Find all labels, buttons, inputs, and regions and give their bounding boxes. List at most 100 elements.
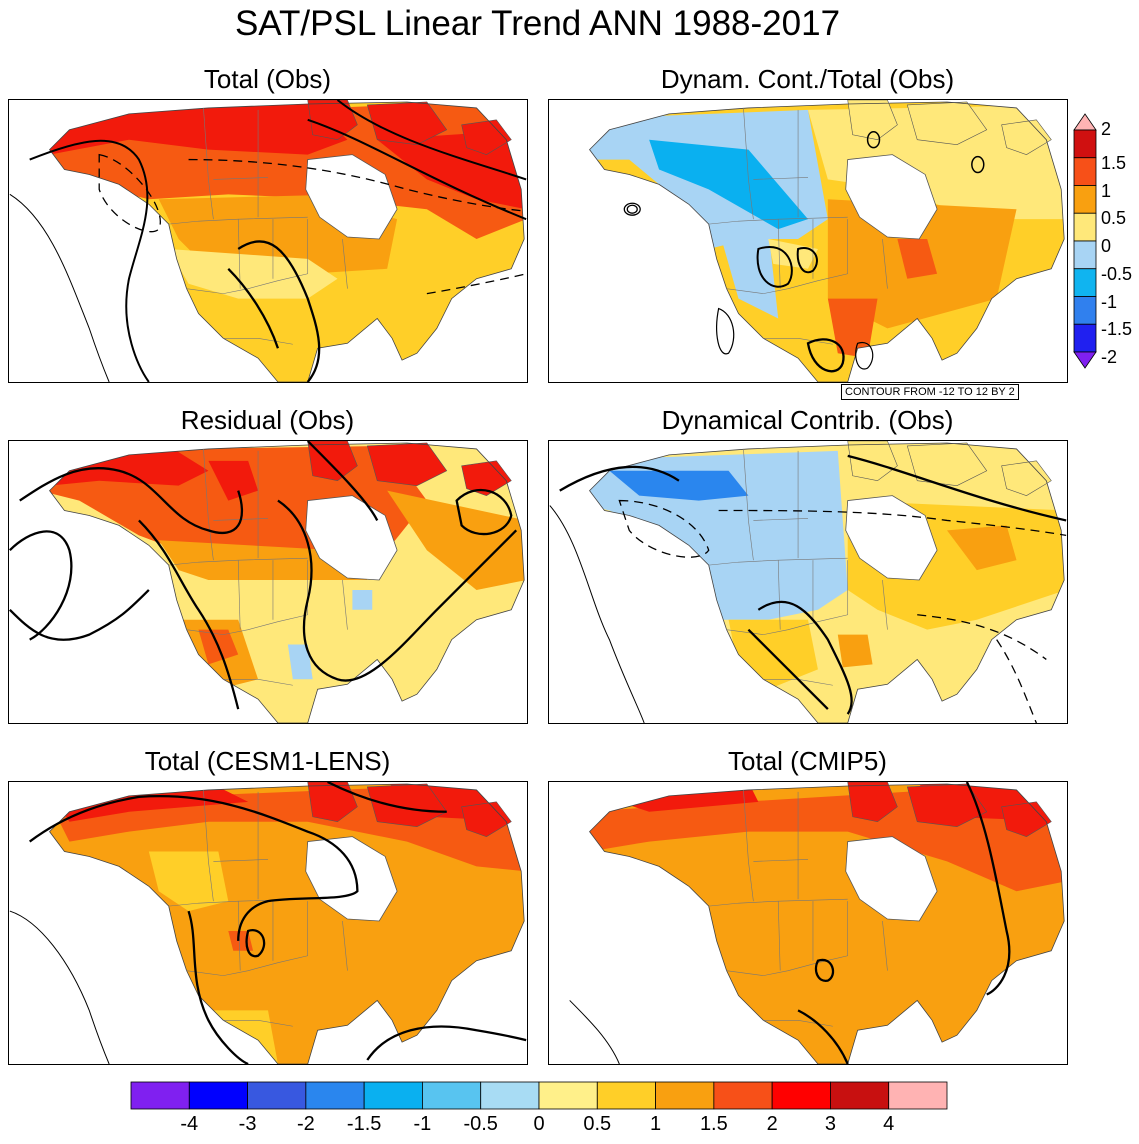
state-border <box>882 920 888 971</box>
colorbar-swatch <box>1073 212 1097 242</box>
psl-contour <box>806 338 845 373</box>
sat-colorbar-swatch <box>538 1081 598 1110</box>
sat-colorbar-label: -0.5 <box>463 1113 498 1135</box>
state-border <box>223 1020 293 1027</box>
arctic-island <box>307 782 358 823</box>
coastline <box>49 101 525 382</box>
sat-colorbar-swatch <box>247 1081 307 1110</box>
psl-contour <box>747 628 829 710</box>
arctic-island <box>307 100 358 141</box>
sat-colorbar-label: 0 <box>533 1113 545 1135</box>
ratio-colorbar-label: -1 <box>1101 291 1118 312</box>
trend-region <box>718 229 779 319</box>
psl-contour <box>917 614 1047 660</box>
psl-contour <box>866 131 881 149</box>
psl-contour <box>188 158 527 212</box>
panel-title-dynamical-contrib: Dynamical Contrib. (Obs) <box>661 405 954 435</box>
ratio-colorbar-label: 1.5 <box>1101 152 1127 173</box>
state-border <box>168 557 308 566</box>
colorbar-swatch <box>1073 185 1097 214</box>
panel-title-residual: Residual (Obs) <box>180 405 355 435</box>
psl-contour <box>307 118 527 221</box>
sat-colorbar-swatch <box>305 1081 365 1110</box>
trend-region <box>168 248 338 299</box>
sat-colorbar-label: 0.5 <box>583 1113 612 1135</box>
hudson-bay <box>845 154 938 240</box>
psl-contour <box>965 782 1011 996</box>
sat-colorbar-label: -2 <box>296 1113 315 1135</box>
panel-title-total-obs: Total (Obs) <box>203 64 332 94</box>
psl-contour <box>626 204 638 214</box>
arctic-island <box>847 100 898 141</box>
state-border <box>753 177 809 180</box>
sat-colorbar-swatch <box>422 1081 482 1110</box>
map-cesm1-lens <box>8 781 528 1065</box>
sat-colorbar-swatch <box>130 1081 190 1110</box>
state-border <box>237 219 241 289</box>
trend-region <box>589 450 848 620</box>
colorbar-arrow-high <box>1073 113 1097 131</box>
ratio-colorbar-label: -2 <box>1101 347 1118 367</box>
trend-region <box>287 644 313 680</box>
state-border <box>743 448 754 561</box>
colorbar-swatch <box>1073 157 1097 186</box>
state-border <box>726 273 848 294</box>
hudson-bay <box>305 836 398 922</box>
coastline <box>49 783 525 1064</box>
sat-colorbar-label: 3 <box>824 1113 836 1135</box>
psl-contour <box>29 795 359 941</box>
panel-title-dynam-ratio: Dynam. Cont./Total (Obs) <box>660 64 955 94</box>
state-border <box>753 859 809 862</box>
psl-contour <box>996 639 1037 723</box>
ratio-colorbar <box>1073 113 1097 369</box>
ratio-colorbar-label: 2 <box>1101 119 1112 139</box>
sat-colorbar-swatch <box>655 1081 715 1110</box>
colorbar-swatch <box>1073 323 1097 353</box>
trend-region <box>352 589 373 610</box>
ratio-colorbar-label: 0.5 <box>1101 208 1127 229</box>
trend-region <box>897 239 938 279</box>
trend-region <box>208 460 259 501</box>
psl-contour <box>455 488 513 536</box>
psl-contour <box>797 1009 849 1064</box>
arctic-island <box>847 441 898 482</box>
state-border <box>203 789 214 902</box>
psl-contour <box>245 929 266 958</box>
psl-contour <box>9 910 110 1064</box>
state-border <box>203 107 214 220</box>
state-border <box>777 560 781 630</box>
ratio-colorbar-label: 1 <box>1101 180 1112 201</box>
state-border <box>753 518 809 521</box>
sat-colorbar-swatch <box>713 1081 773 1110</box>
sat-colorbar-label: -1 <box>413 1113 432 1135</box>
coastline <box>589 101 1065 382</box>
psl-contour <box>847 454 1067 522</box>
psl-contour <box>327 782 447 813</box>
sat-colorbar-swatch <box>363 1081 423 1110</box>
hudson-bay <box>845 836 938 922</box>
colorbar-swatch <box>1073 240 1097 270</box>
trend-region <box>947 525 1017 571</box>
psl-contour <box>306 441 379 521</box>
sat-colorbar-label: 2 <box>766 1113 778 1135</box>
state-border <box>168 216 308 225</box>
psl-contour <box>618 499 710 558</box>
panel-title-cesm1-lens: Total (CESM1-LENS) <box>144 746 391 776</box>
trend-region <box>649 139 808 230</box>
psl-contour <box>98 153 161 233</box>
trend-region <box>837 634 873 668</box>
psl-contour <box>549 505 645 723</box>
psl-contour <box>9 530 73 641</box>
psl-contour <box>9 589 150 641</box>
psl-contour <box>138 519 240 710</box>
sat-colorbar-swatch <box>596 1081 656 1110</box>
psl-contour <box>19 467 243 535</box>
state-border <box>186 273 308 294</box>
trend-region <box>148 851 229 912</box>
state-border <box>213 859 269 862</box>
psl-contour <box>855 341 874 370</box>
map-total-obs <box>8 99 528 383</box>
arctic-island <box>1001 119 1052 155</box>
hudson-bay <box>305 154 398 240</box>
coastline <box>49 442 525 723</box>
